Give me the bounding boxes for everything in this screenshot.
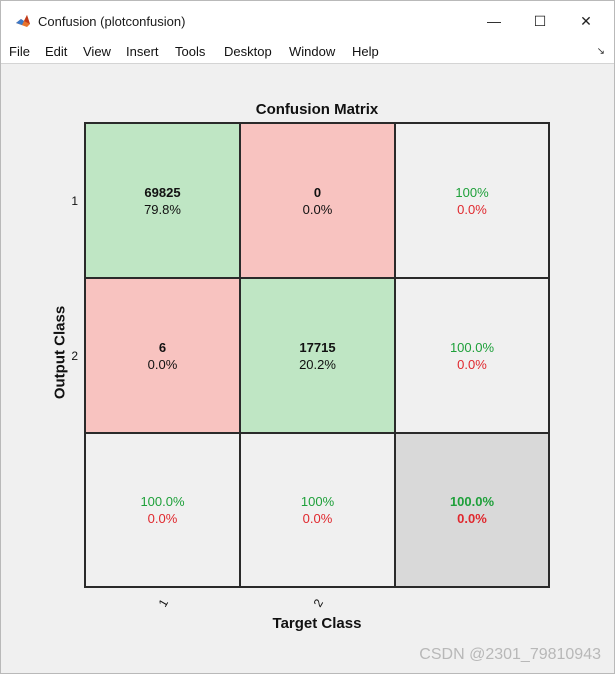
cell-error: 0.0% — [302, 511, 333, 526]
menu-file[interactable]: File — [9, 44, 30, 59]
minimize-button[interactable]: — — [471, 1, 517, 41]
menu-window[interactable]: Window — [289, 44, 336, 59]
cell-accuracy: 100.0% — [140, 494, 185, 509]
menu-insert[interactable]: Insert — [126, 44, 159, 59]
cell-count: 17715 — [299, 339, 336, 355]
matrix-cell-r3-c1: 100.0% 0.0% — [85, 433, 240, 587]
close-button[interactable]: ✕ — [563, 1, 609, 41]
matrix-cell-r1-c2: 0 0.0% — [240, 123, 395, 278]
cell-accuracy: 100% — [300, 494, 335, 509]
menu-bar: File Edit View Insert Tools Desktop Wind… — [1, 41, 614, 64]
cell-error: 0.0% — [457, 201, 487, 217]
confusion-matrix: 69825 79.8% 0 0.0% 100% 0.0% 6 0.0% 17715 20.2% 10… — [84, 122, 550, 588]
menu-tools[interactable]: Tools — [175, 44, 206, 59]
maximize-icon: ☐ — [533, 12, 547, 29]
cell-count: 0 — [313, 184, 322, 200]
cell-count: 6 — [158, 339, 167, 355]
cell-percent: 0.0% — [147, 356, 178, 372]
cell-count: 69825 — [144, 184, 181, 200]
y-tick-2: 2 — [71, 349, 78, 363]
matrix-cell-r1-c1: 69825 79.8% — [85, 123, 240, 278]
menu-edit[interactable]: Edit — [45, 44, 68, 59]
maximize-button[interactable]: ☐ — [517, 1, 563, 41]
dock-arrow-icon[interactable]: ↘ — [596, 46, 605, 57]
matrix-cell-r2-c3: 100.0% 0.0% — [395, 278, 549, 433]
matrix-cell-r2-c2: 17715 20.2% — [240, 278, 395, 433]
title-bar[interactable]: Confusion (plotconfusion) — ☐ ✕ — [1, 1, 614, 41]
matlab-icon — [15, 13, 31, 29]
cell-error: 0.0% — [457, 356, 487, 372]
cell-error: 0.0% — [457, 511, 487, 526]
cell-percent: 0.0% — [302, 201, 333, 217]
menu-desktop[interactable]: Desktop — [224, 44, 272, 59]
menu-view[interactable]: View — [83, 44, 111, 59]
matrix-cell-r2-c1: 6 0.0% — [85, 278, 240, 433]
y-axis-label: Output Class — [51, 305, 69, 400]
cell-percent: 79.8% — [144, 201, 181, 217]
window-title: Confusion (plotconfusion) — [38, 14, 186, 29]
chart-title: Confusion Matrix — [255, 101, 379, 118]
cell-accuracy: 100% — [455, 184, 489, 200]
watermark: CSDN @2301_79810943 — [419, 646, 601, 663]
close-icon: ✕ — [580, 12, 592, 29]
matrix-cell-r3-c3: 100.0% 0.0% — [395, 433, 549, 587]
y-tick-1: 1 — [71, 194, 78, 208]
cell-accuracy: 100.0% — [449, 494, 495, 509]
cell-accuracy: 100.0% — [449, 339, 495, 355]
cell-percent: 20.2% — [299, 356, 336, 372]
x-axis-label: Target Class — [272, 615, 362, 632]
matrix-cell-r3-c2: 100% 0.0% — [240, 433, 395, 587]
cell-error: 0.0% — [147, 511, 178, 526]
minimize-icon: — — [487, 13, 501, 29]
matrix-cell-r1-c3: 100% 0.0% — [395, 123, 549, 278]
menu-help[interactable]: Help — [352, 44, 379, 59]
